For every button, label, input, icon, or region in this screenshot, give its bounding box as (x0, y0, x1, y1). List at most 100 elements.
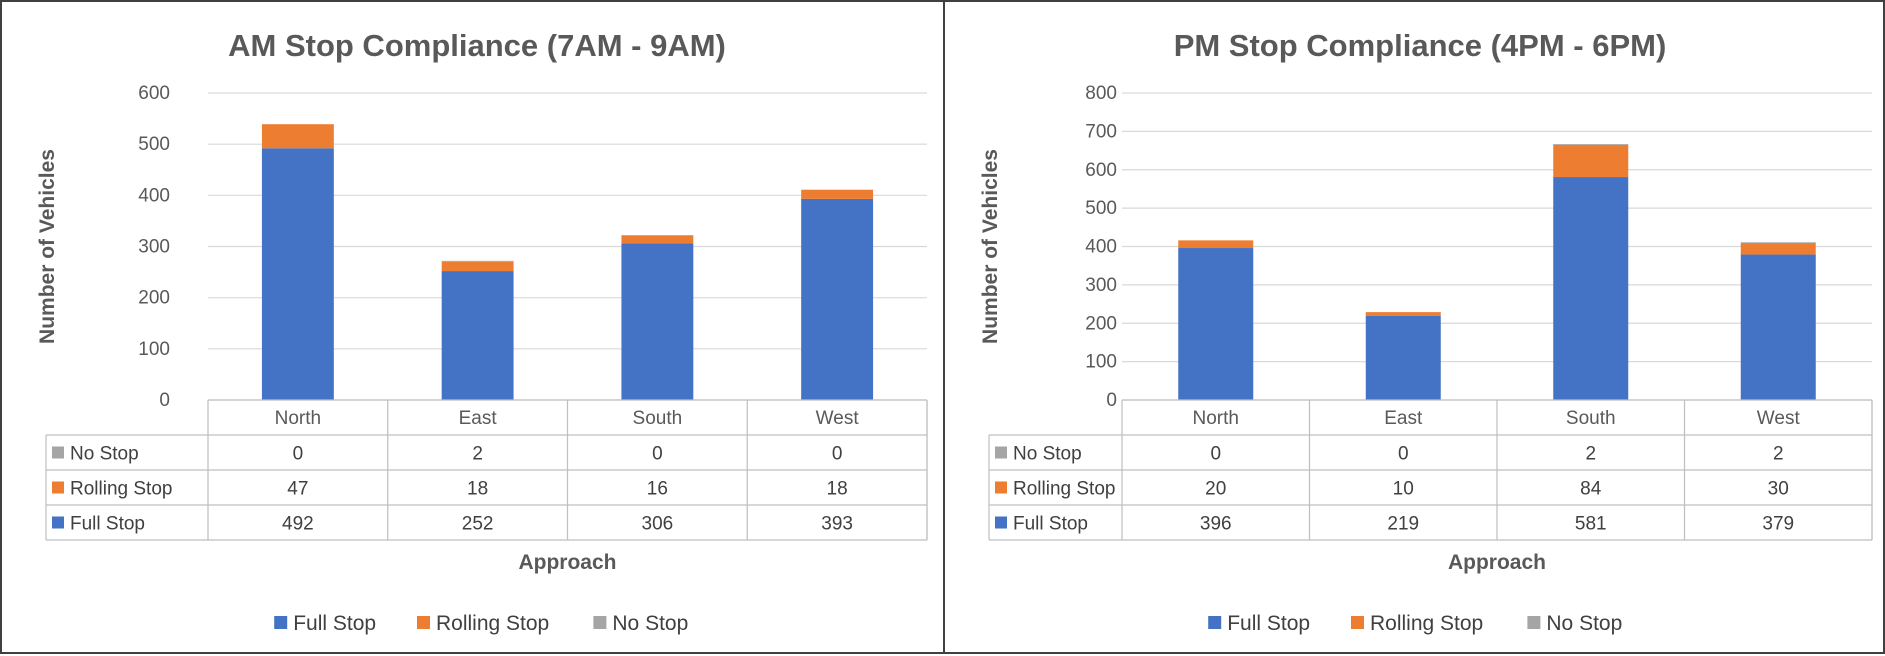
pm-table-cell: 84 (1580, 479, 1602, 500)
am-table-row-key (52, 446, 64, 459)
am-table-cell: 252 (462, 514, 494, 535)
am-y-tick-label: 400 (138, 185, 170, 206)
pm-bar-rolling-stop (1740, 243, 1816, 255)
am-legend-swatch (274, 616, 288, 629)
am-bar-rolling-stop (801, 189, 874, 199)
pm-table-row-key (995, 516, 1007, 529)
pm-y-tick-label: 300 (1085, 275, 1117, 296)
pm-y-tick-label: 400 (1085, 237, 1117, 258)
pm-table-cell: 10 (1393, 479, 1414, 500)
am-y-tick-label: 600 (138, 83, 170, 104)
am-chart-svg: AM Stop Compliance (7AM - 9AM) Number of … (36, 28, 928, 635)
am-legend-label: Rolling Stop (436, 612, 549, 635)
am-table-row-label: No Stop (70, 444, 139, 465)
pm-bar-full-stop (1365, 315, 1441, 400)
am-table-row-label: Rolling Stop (70, 479, 172, 500)
am-category-label: South (633, 408, 683, 429)
pm-table-cell: 0 (1210, 444, 1221, 465)
pm-table-cell: 20 (1205, 479, 1226, 500)
pm-table-cell: 0 (1398, 444, 1409, 465)
pm-table-cell: 30 (1768, 479, 1789, 500)
pm-table-row-key (995, 481, 1007, 494)
pm-bar-full-stop (1178, 248, 1254, 400)
pm-legend-swatch (1208, 616, 1222, 629)
pm-category-label: South (1566, 408, 1616, 429)
pm-table-cell: 219 (1387, 514, 1419, 535)
am-x-axis-title: Approach (518, 551, 616, 574)
pm-y-tick-label: 0 (1106, 390, 1117, 411)
pm-category-label: North (1193, 408, 1239, 429)
pm-legend-label: Rolling Stop (1370, 612, 1483, 635)
pm-y-tick-label: 100 (1085, 352, 1117, 373)
am-table-cell: 2 (472, 444, 483, 465)
am-table-cell: 0 (832, 444, 843, 465)
am-y-axis-title: Number of Vehicles (36, 149, 59, 344)
am-table-cell: 306 (642, 514, 674, 535)
am-category-label: North (275, 408, 321, 429)
pm-chart-svg: PM Stop Compliance (4PM - 6PM) Number of … (979, 28, 1873, 635)
pm-legend-swatch (1351, 616, 1364, 629)
pm-category-label: West (1757, 408, 1801, 429)
am-table-cell: 0 (293, 444, 304, 465)
pm-table-cell: 379 (1762, 514, 1794, 535)
am-bar-rolling-stop (261, 124, 334, 149)
am-chart-panel: AM Stop Compliance (7AM - 9AM) Number of … (0, 0, 945, 654)
pm-table-row-label: Rolling Stop (1013, 479, 1115, 500)
am-table-row-key (52, 516, 64, 529)
am-y-tick-label: 100 (138, 339, 170, 360)
pm-table-row-label: Full Stop (1013, 514, 1088, 535)
pm-table-row-key (995, 446, 1007, 459)
am-category-label: East (459, 408, 498, 429)
pm-table-cell: 2 (1773, 444, 1784, 465)
pm-bar-rolling-stop (1365, 312, 1441, 316)
pm-bar-full-stop (1553, 177, 1629, 400)
am-legend-label: Full Stop (293, 612, 376, 635)
pm-table-row-label: No Stop (1013, 444, 1082, 465)
am-y-tick-label: 500 (138, 134, 170, 155)
am-bar-full-stop (441, 271, 514, 400)
am-bar-no-stop (441, 260, 514, 262)
pm-bar-rolling-stop (1178, 240, 1254, 249)
am-bar-full-stop (261, 148, 334, 400)
am-y-tick-label: 300 (138, 237, 170, 258)
pm-bar-no-stop (1553, 144, 1629, 145)
am-legend-label: No Stop (612, 612, 688, 635)
am-legend-swatch (593, 616, 607, 629)
pm-x-axis-title: Approach (1448, 551, 1546, 574)
pm-bar-full-stop (1740, 254, 1816, 400)
am-bar-full-stop (801, 198, 874, 400)
am-bar-rolling-stop (441, 261, 514, 272)
am-bar-full-stop (621, 243, 694, 400)
am-table-cell: 492 (282, 514, 314, 535)
am-y-tick-label: 0 (159, 390, 170, 411)
am-legend-swatch (417, 616, 430, 629)
pm-legend-label: No Stop (1546, 612, 1622, 635)
am-y-tick-label: 200 (138, 288, 170, 309)
am-table-row-label: Full Stop (70, 514, 145, 535)
pm-chart-panel: PM Stop Compliance (4PM - 6PM) Number of … (943, 0, 1885, 654)
pm-y-tick-label: 800 (1085, 83, 1117, 104)
am-table-cell: 0 (652, 444, 663, 465)
pm-table-cell: 396 (1200, 514, 1232, 535)
pm-y-tick-label: 500 (1085, 198, 1117, 219)
am-chart-title: AM Stop Compliance (7AM - 9AM) (228, 28, 726, 63)
pm-y-tick-label: 600 (1085, 160, 1117, 181)
am-table-cell: 47 (287, 479, 308, 500)
pm-bar-rolling-stop (1553, 144, 1629, 178)
am-table-cell: 16 (647, 479, 668, 500)
pm-bar-no-stop (1740, 242, 1816, 244)
pm-category-label: East (1384, 408, 1423, 429)
am-table-cell: 18 (827, 479, 848, 500)
pm-legend-label: Full Stop (1227, 612, 1310, 635)
am-bar-rolling-stop (621, 235, 694, 244)
am-table-cell: 393 (821, 514, 853, 535)
pm-table-cell: 581 (1575, 514, 1607, 535)
pm-chart-title: PM Stop Compliance (4PM - 6PM) (1174, 28, 1667, 63)
am-category-label: West (816, 408, 860, 429)
pm-y-tick-label: 200 (1085, 313, 1117, 334)
pm-legend-swatch (1527, 616, 1541, 629)
am-table-row-key (52, 481, 64, 494)
pm-y-tick-label: 700 (1085, 121, 1117, 142)
am-table-cell: 18 (467, 479, 488, 500)
pm-y-axis-title: Number of Vehicles (979, 149, 1002, 344)
